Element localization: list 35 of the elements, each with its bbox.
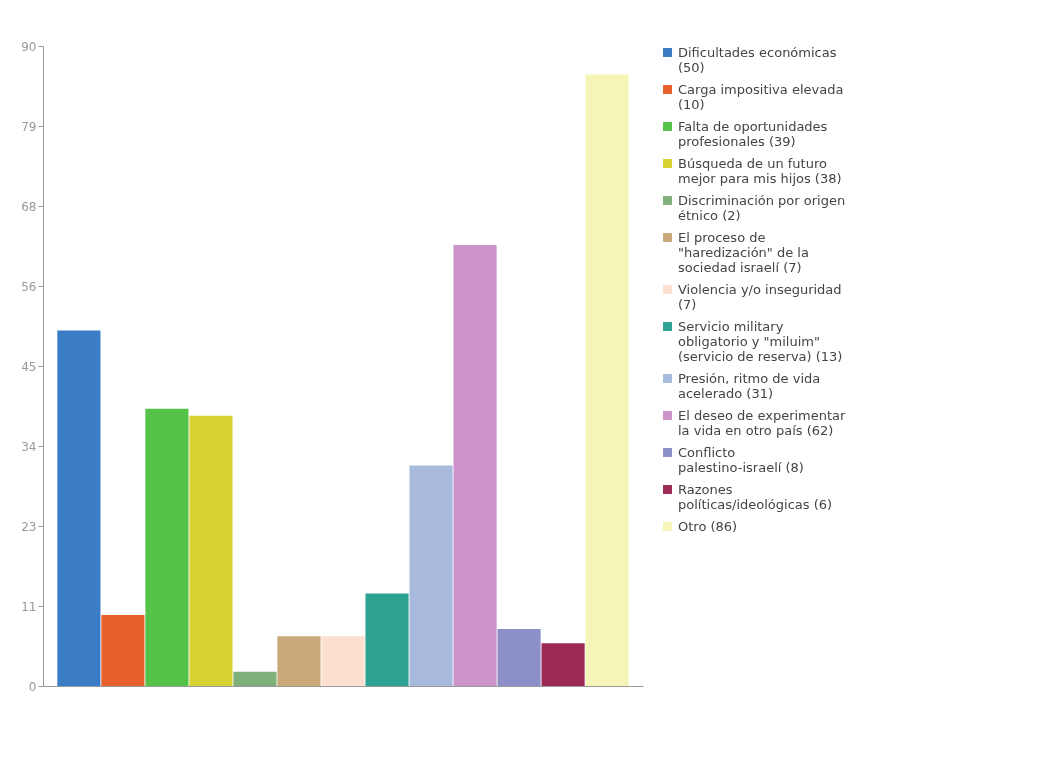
- bar: [57, 330, 101, 686]
- y-tick-label: 11: [21, 599, 37, 614]
- legend-label: Carga impositiva elevada (10): [678, 81, 844, 112]
- bar: [189, 415, 233, 686]
- y-tick-label: 79: [21, 119, 37, 134]
- legend-label: Conflicto palestino-israelí (8): [678, 444, 804, 475]
- bar: [233, 671, 277, 686]
- bar: [497, 629, 541, 686]
- legend-label: El proceso de "haredización" de la sociedad israelí (7): [678, 229, 809, 275]
- bar: [321, 636, 365, 686]
- y-tick-label: 0: [28, 679, 37, 694]
- bar: [453, 245, 497, 686]
- legend-label: Dificultades económicas (50): [678, 44, 837, 75]
- legend-label: Discriminación por origen étnico (2): [678, 192, 846, 223]
- bar: [409, 465, 453, 686]
- bar: [541, 643, 585, 686]
- legend-label: Servicio military obligatorio y "miluim" (servicio de reserva) (13): [678, 318, 843, 364]
- bar: [101, 614, 145, 686]
- y-tick-label: 23: [21, 519, 37, 534]
- y-tick-label: 45: [21, 359, 37, 374]
- legend-label: Búsqueda de un futuro mejor para mis hijos (38): [678, 155, 842, 186]
- legend-label: Otro (86): [678, 518, 738, 534]
- y-tick-label: 90: [21, 39, 37, 54]
- bar: [145, 408, 189, 686]
- legend-label: Presión, ritmo de vida acelerado (31): [678, 370, 821, 401]
- bar: [585, 74, 629, 686]
- y-tick-label: 68: [21, 199, 37, 214]
- legend-label: Razones políticas/ideológicas (6): [678, 481, 833, 512]
- legend-label: Falta de oportunidades profesionales (39): [678, 118, 828, 149]
- bar: [277, 636, 321, 686]
- y-tick-label: 34: [21, 439, 37, 454]
- y-tick-label: 56: [21, 279, 37, 294]
- legend-label: Violencia y/o inseguridad (7): [678, 281, 842, 312]
- bar: [365, 593, 409, 686]
- legend-label: El deseo de experimentar la vida en otro país (62): [678, 407, 847, 438]
